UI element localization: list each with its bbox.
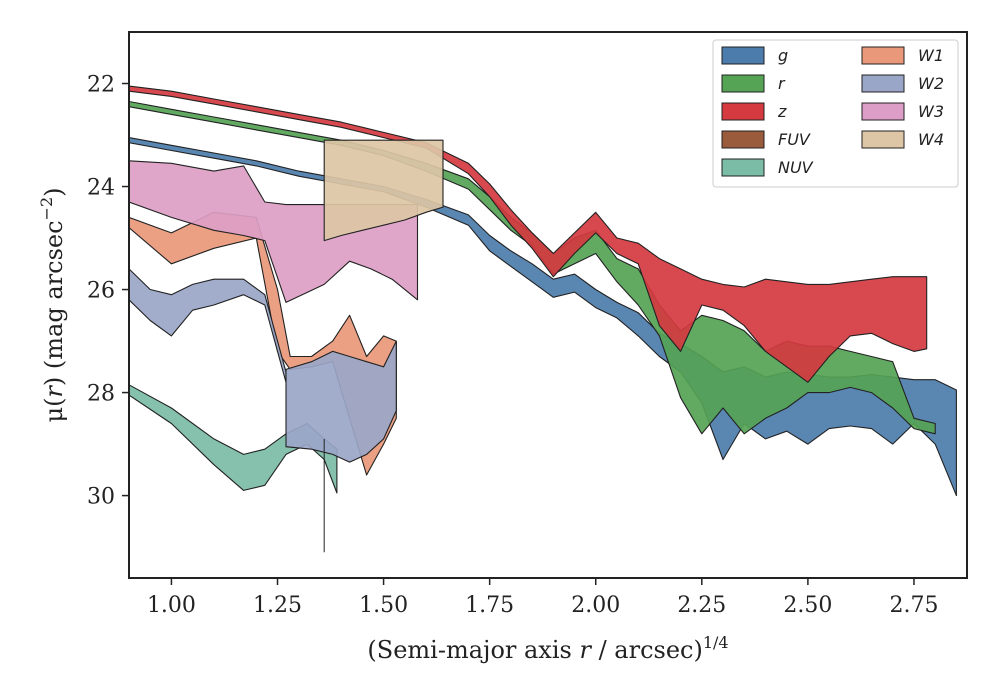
x-tick-label: 1.00 (147, 593, 196, 618)
x-axis-title-var: r (579, 636, 592, 664)
legend-label-r: r (778, 74, 786, 93)
y-axis-title-end: ) (40, 187, 68, 196)
series-areas (129, 85, 957, 497)
y-tick-label: 24 (87, 176, 115, 201)
legend-label-g: g (778, 46, 788, 65)
x-axis-title-suffix: / arcsec) (591, 636, 703, 664)
legend-label-w4: W4 (918, 130, 944, 149)
y-axis-title-var: r (40, 385, 68, 398)
legend-swatch-nuv (721, 158, 765, 177)
series-band-w2 (129, 268, 287, 383)
legend-swatch-w2 (861, 74, 905, 93)
legend-label-z: z (777, 102, 787, 121)
legend-swatch-z (721, 102, 765, 121)
x-axis-title-prefix: (Semi-major axis (367, 636, 579, 664)
y-axis-title-mu: μ( (40, 398, 68, 423)
series-band-w3 (129, 160, 419, 303)
legend-swatch-g (721, 46, 765, 65)
series-lines (285, 340, 397, 553)
x-tick-label: 2.00 (571, 593, 620, 618)
y-tick-label: 30 (87, 485, 115, 510)
legend-label-w3: W3 (918, 102, 944, 121)
x-tick-label: 1.50 (359, 593, 408, 618)
y-axis: 22 24 26 28 30 (87, 73, 129, 510)
legend-swatch-w1 (861, 46, 905, 65)
legend-label-fuv: FUV (778, 130, 811, 149)
legend: grz FUV NUV W1 W2 W3 W4 (712, 39, 959, 188)
y-axis-title-exp: −2 (37, 197, 56, 221)
legend-swatch-fuv (721, 130, 765, 149)
legend-swatch-w3 (861, 102, 905, 121)
x-tick-label: 1.25 (253, 593, 302, 618)
legend-swatch-r (721, 74, 765, 93)
legend-label-w1: W1 (918, 46, 944, 65)
y-tick-label: 22 (87, 73, 115, 98)
series-band-w4 (323, 139, 444, 242)
legend-label-nuv: NUV (778, 158, 814, 177)
x-tick-label: 2.25 (677, 593, 726, 618)
x-tick-label: 2.50 (783, 593, 832, 618)
y-axis-title: μ(r) (mag arcsec−2) (37, 187, 68, 422)
y-axis-title-mid: ) (mag arcsec (40, 220, 68, 386)
x-axis: 1.00 1.25 1.50 1.75 2.00 2.25 2.50 2.75 (147, 578, 938, 618)
plot-frame (128, 31, 968, 579)
legend-label-w2: W2 (918, 74, 944, 93)
y-tick-label: 28 (87, 382, 115, 407)
series-band-z (129, 85, 928, 383)
x-axis-title-exp: 1/4 (703, 633, 729, 652)
x-tick-label: 2.75 (889, 593, 938, 618)
y-tick-label: 26 (87, 279, 115, 304)
series-band-w2-outer (285, 340, 397, 463)
x-tick-label: 1.75 (465, 593, 514, 618)
x-axis-title: (Semi-major axis r / arcsec)1/4 (367, 633, 728, 664)
legend-swatch-w4 (861, 130, 905, 149)
